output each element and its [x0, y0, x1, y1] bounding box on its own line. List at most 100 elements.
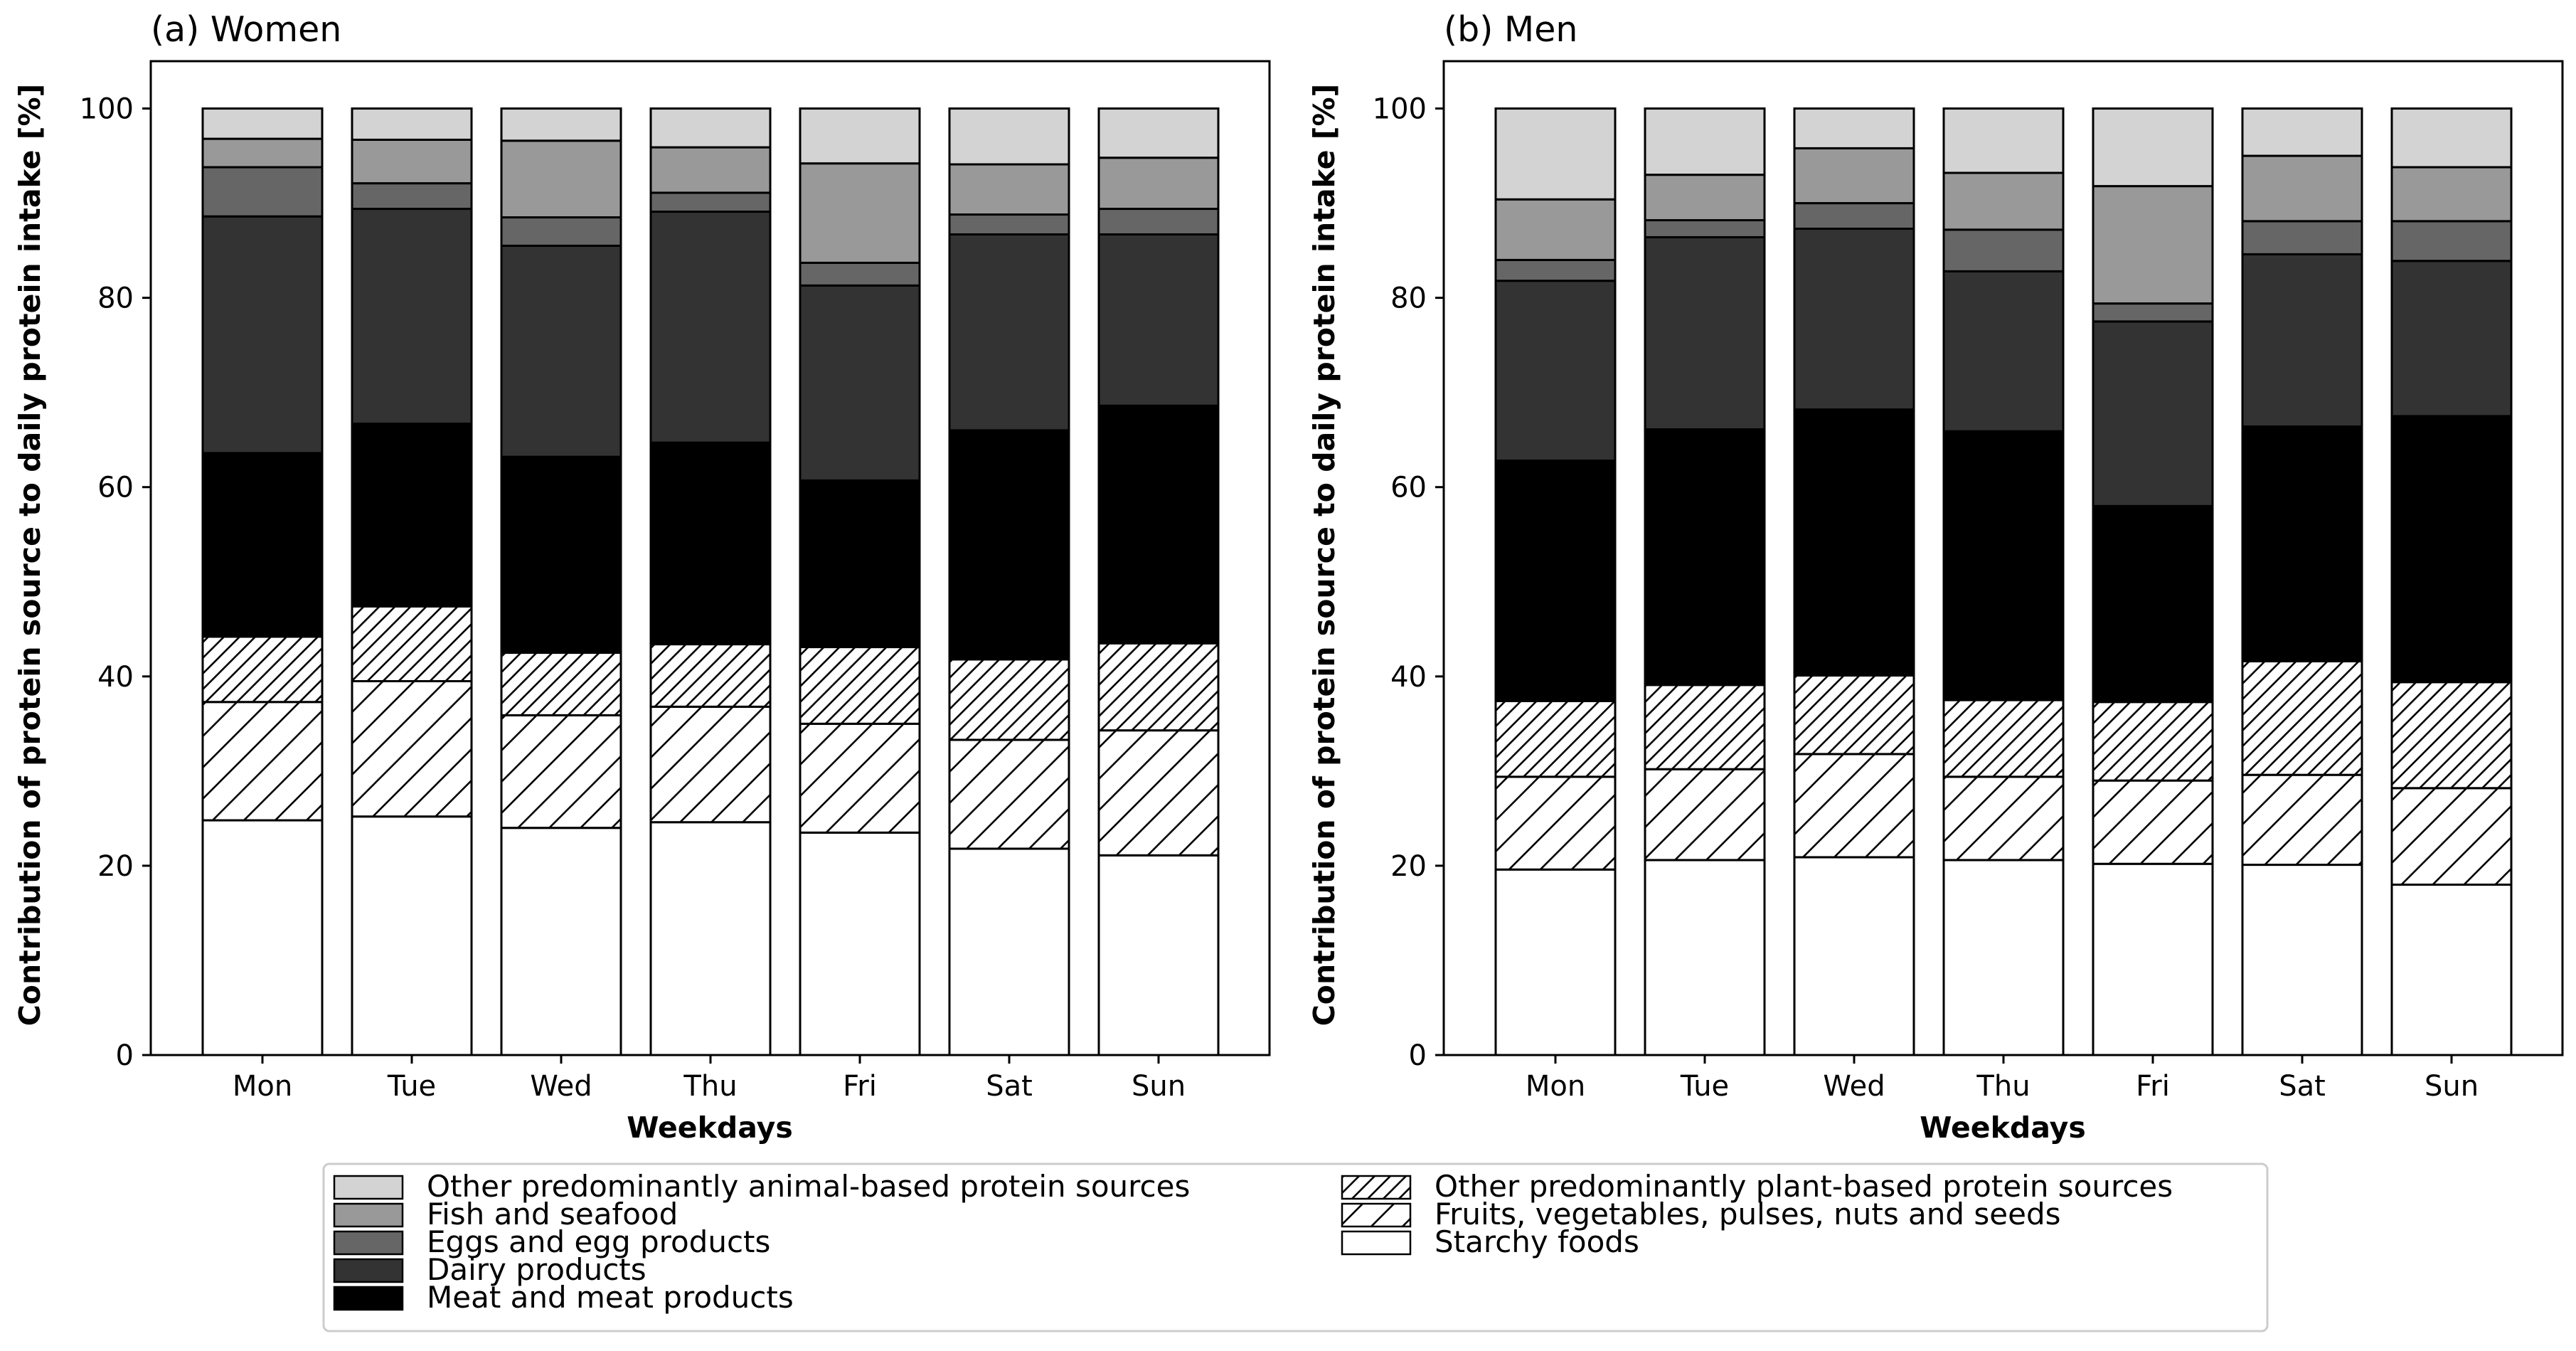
bars-men	[1494, 107, 2513, 1056]
xtick-label-men-sat: Sat	[2279, 1070, 2326, 1103]
bar-segment-men-sat-meat-and-meat-products	[2241, 425, 2363, 663]
bar-segment-women-sun-fish-and-seafood	[1097, 157, 1220, 211]
ytick-label-women-100: 100	[80, 93, 134, 126]
bar-segment-men-sat-starchy-foods	[2241, 864, 2363, 1056]
bar-segment-men-sat-fruits-vegetables-pulses-nuts-and-seeds	[2241, 773, 2363, 867]
bar-segment-women-sun-other-predominantly-plant-based-protein-sources	[1097, 642, 1220, 732]
xtick-label-women-mon: Mon	[233, 1070, 292, 1103]
bar-segment-women-tue-other-predominantly-animal-based-protein-sources	[351, 107, 473, 141]
legend-swatch-fish-and-seafood	[333, 1202, 404, 1228]
bar-segment-men-wed-fish-and-seafood	[1793, 147, 1915, 205]
bar-segment-women-fri-eggs-and-egg-products	[799, 261, 921, 287]
legend-frame	[322, 1162, 2269, 1333]
bar-segment-women-fri-meat-and-meat-products	[799, 479, 921, 649]
bar-segment-men-wed-meat-and-meat-products	[1793, 408, 1915, 677]
bar-segment-women-sat-eggs-and-egg-products	[948, 213, 1070, 235]
xtick-label-women-fri: Fri	[843, 1070, 877, 1103]
bar-segment-women-wed-fish-and-seafood	[500, 139, 622, 219]
panel-women: (a) Women 0 20 40 60 80 100 Contribution of p…	[13, 9, 1271, 1145]
legend-label-other-predominantly-animal-based-protein-sources: Other predominantly animal-based protein…	[427, 1169, 1190, 1204]
bar-segment-men-sun-starchy-foods	[2390, 884, 2513, 1056]
bar-segment-women-mon-dairy-products	[201, 215, 324, 455]
bar-segment-women-thu-starchy-foods	[649, 821, 772, 1056]
xtick-label-women-sun: Sun	[1132, 1070, 1186, 1103]
ytick-label-men-80: 80	[1390, 282, 1427, 315]
bar-segment-men-fri-other-predominantly-animal-based-protein-sources	[2092, 107, 2214, 188]
bar-segment-men-sat-dairy-products	[2241, 253, 2363, 428]
bar-segment-women-sat-other-predominantly-plant-based-protein-sources	[948, 658, 1070, 741]
bar-segment-women-wed-meat-and-meat-products	[500, 455, 622, 655]
bar-segment-men-mon-dairy-products	[1494, 280, 1617, 462]
bar-segment-women-sun-other-predominantly-animal-based-protein-sources	[1097, 107, 1220, 159]
bar-segment-women-sun-starchy-foods	[1097, 854, 1220, 1056]
bar-segment-women-tue-other-predominantly-plant-based-protein-sources	[351, 605, 473, 682]
bar-segment-women-wed-other-predominantly-plant-based-protein-sources	[500, 652, 622, 716]
xtick-label-women-wed: Wed	[530, 1070, 592, 1103]
xtick-label-men-mon: Mon	[1526, 1070, 1585, 1103]
bar-segment-men-fri-meat-and-meat-products	[2092, 504, 2214, 704]
bar-segment-women-mon-fruits-vegetables-pulses-nuts-and-seeds	[201, 701, 324, 822]
panel-title-men: (b) Men	[1444, 9, 1577, 50]
bar-segment-women-fri-other-predominantly-animal-based-protein-sources	[799, 107, 921, 165]
xtick-labels-men: Mon Tue Wed Thu Fri Sat Sun	[1526, 1055, 2479, 1103]
bar-segment-men-tue-other-predominantly-plant-based-protein-sources	[1644, 684, 1766, 770]
xtick-label-women-sat: Sat	[986, 1070, 1033, 1103]
bar-segment-women-sun-meat-and-meat-products	[1097, 404, 1220, 645]
bar-segment-men-fri-starchy-foods	[2092, 862, 2214, 1056]
bar-segment-men-tue-starchy-foods	[1644, 859, 1766, 1056]
legend-swatch-meat-and-meat-products	[333, 1286, 404, 1311]
legend-swatch-other-predominantly-plant-based-protein-sources	[1341, 1175, 1412, 1200]
bar-segment-women-fri-fruits-vegetables-pulses-nuts-and-seeds	[799, 722, 921, 834]
bar-segment-men-mon-eggs-and-egg-products	[1494, 258, 1617, 282]
bar-segment-women-wed-starchy-foods	[500, 827, 622, 1056]
bar-segment-men-tue-fish-and-seafood	[1644, 174, 1766, 222]
bar-segment-women-tue-meat-and-meat-products	[351, 423, 473, 608]
xtick-label-women-tue: Tue	[387, 1070, 436, 1103]
legend-label-fish-and-seafood: Fish and seafood	[427, 1197, 678, 1231]
legend: Other predominantly animal-based protein…	[322, 1162, 2269, 1333]
bar-segment-women-sun-eggs-and-egg-products	[1097, 208, 1220, 235]
bar-segment-men-wed-other-predominantly-animal-based-protein-sources	[1793, 107, 1915, 149]
bar-segment-women-sun-dairy-products	[1097, 233, 1220, 407]
bar-segment-women-thu-other-predominantly-plant-based-protein-sources	[649, 643, 772, 708]
bar-segment-men-fri-eggs-and-egg-products	[2092, 302, 2214, 323]
bar-segment-women-sat-fish-and-seafood	[948, 163, 1070, 216]
bar-segment-men-fri-other-predominantly-plant-based-protein-sources	[2092, 701, 2214, 782]
bar-segment-men-mon-other-predominantly-plant-based-protein-sources	[1494, 699, 1617, 778]
legend-swatch-dairy-products	[333, 1258, 404, 1283]
bar-segment-women-fri-other-predominantly-plant-based-protein-sources	[799, 646, 921, 725]
bar-segment-women-wed-other-predominantly-animal-based-protein-sources	[500, 107, 622, 142]
xtick-label-men-thu: Thu	[1976, 1070, 2030, 1103]
legend-swatch-fruits-vegetables-pulses-nuts-and-seeds	[1341, 1202, 1412, 1228]
bar-segment-women-fri-fish-and-seafood	[799, 162, 921, 264]
panel-men: (b) Men 0 20 40 60 80 100 Contribution of pro…	[1307, 9, 2564, 1145]
bar-segment-men-fri-fruits-vegetables-pulses-nuts-and-seeds	[2092, 779, 2214, 865]
legend-swatch-other-predominantly-animal-based-protein-sources	[333, 1175, 404, 1200]
bars-women	[201, 107, 1220, 1056]
bar-segment-men-mon-fish-and-seafood	[1494, 198, 1617, 261]
bar-segment-men-sat-eggs-and-egg-products	[2241, 220, 2363, 255]
bar-segment-men-mon-fruits-vegetables-pulses-nuts-and-seeds	[1494, 775, 1617, 871]
bar-segment-women-tue-starchy-foods	[351, 815, 473, 1056]
bar-segment-women-thu-fruits-vegetables-pulses-nuts-and-seeds	[649, 705, 772, 824]
bar-segment-women-mon-eggs-and-egg-products	[201, 166, 324, 218]
bar-segment-women-mon-starchy-foods	[201, 819, 324, 1056]
bar-segment-men-thu-other-predominantly-plant-based-protein-sources	[1942, 699, 2065, 778]
bar-segment-men-wed-starchy-foods	[1793, 856, 1915, 1056]
bar-segment-men-tue-meat-and-meat-products	[1644, 428, 1766, 687]
bar-segment-men-thu-dairy-products	[1942, 270, 2065, 433]
bar-segment-women-tue-eggs-and-egg-products	[351, 182, 473, 211]
bar-segment-women-sun-fruits-vegetables-pulses-nuts-and-seeds	[1097, 729, 1220, 857]
bar-segment-men-sun-eggs-and-egg-products	[2390, 220, 2513, 263]
bar-segment-women-thu-eggs-and-egg-products	[649, 191, 772, 213]
bar-segment-men-thu-starchy-foods	[1942, 859, 2065, 1056]
xtick-label-men-tue: Tue	[1680, 1070, 1729, 1103]
xtick-label-men-sun: Sun	[2425, 1070, 2479, 1103]
bar-segment-women-sat-fruits-vegetables-pulses-nuts-and-seeds	[948, 738, 1070, 850]
bar-segment-men-mon-starchy-foods	[1494, 868, 1617, 1056]
bar-segment-women-sat-other-predominantly-animal-based-protein-sources	[948, 107, 1070, 166]
ytick-label-women-40: 40	[97, 661, 134, 694]
legend-swatch-starchy-foods	[1341, 1230, 1412, 1256]
bar-segment-men-tue-dairy-products	[1644, 235, 1766, 431]
